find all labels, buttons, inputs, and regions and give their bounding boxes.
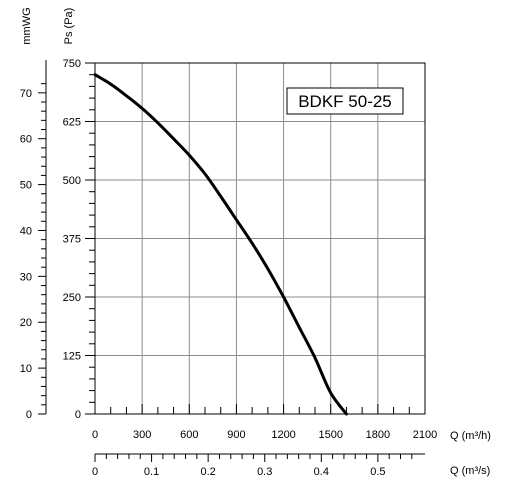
x-tick-label: 1500 — [318, 429, 342, 441]
grid-lines — [95, 63, 425, 414]
y-tick-label: 500 — [63, 175, 81, 187]
y2-tick-label: 60 — [20, 134, 32, 146]
y2-tick-label: 30 — [20, 271, 32, 283]
x2-tick-label: 0.2 — [201, 466, 216, 478]
axes: 0 300 600 900 1200 1500 1800 210001252503755006… — [20, 58, 437, 478]
y-axis-label: Ps (Pa) — [63, 8, 75, 45]
x-tick-label: 2100 — [413, 429, 437, 441]
chart-title-box: BDKF 50-25 — [286, 87, 404, 115]
x-tick-label: 900 — [227, 429, 245, 441]
y2-tick-label: 0 — [26, 409, 32, 421]
chart-title: BDKF 50-25 — [298, 92, 392, 111]
y2-tick-label: 70 — [20, 88, 32, 100]
x2-tick-label: 0.1 — [144, 466, 159, 478]
x2-tick-label: 0.3 — [257, 466, 272, 478]
x2-tick-label: 0.4 — [314, 466, 329, 478]
title-frame — [286, 87, 404, 115]
x-axis-label: Q (m³/h) — [450, 430, 491, 442]
x-tick-label: 0 — [92, 429, 98, 441]
y2-axis-label: mmWG — [21, 7, 33, 44]
x-tick-label: 1800 — [366, 429, 390, 441]
x-tick-label: 600 — [180, 429, 198, 441]
x2-tick-label: 0.5 — [370, 466, 385, 478]
y-tick-label: 750 — [63, 58, 81, 70]
y2-tick-label: 10 — [20, 363, 32, 375]
x2-axis-label: Q (m³/s) — [450, 465, 490, 477]
series-line — [93, 73, 348, 416]
y-tick-label: 375 — [63, 234, 81, 246]
x-tick-label: 300 — [133, 429, 151, 441]
y-tick-label: 625 — [63, 117, 81, 129]
x2-tick-label: 0 — [92, 466, 98, 478]
x-tick-label: 1200 — [271, 429, 295, 441]
y-tick-label: 250 — [63, 292, 81, 304]
y2-tick-label: 20 — [20, 317, 32, 329]
y2-tick-label: 40 — [20, 225, 32, 237]
y2-tick-label: 50 — [20, 180, 32, 192]
y-tick-label: 125 — [63, 351, 81, 363]
y-tick-label: 0 — [75, 409, 81, 421]
